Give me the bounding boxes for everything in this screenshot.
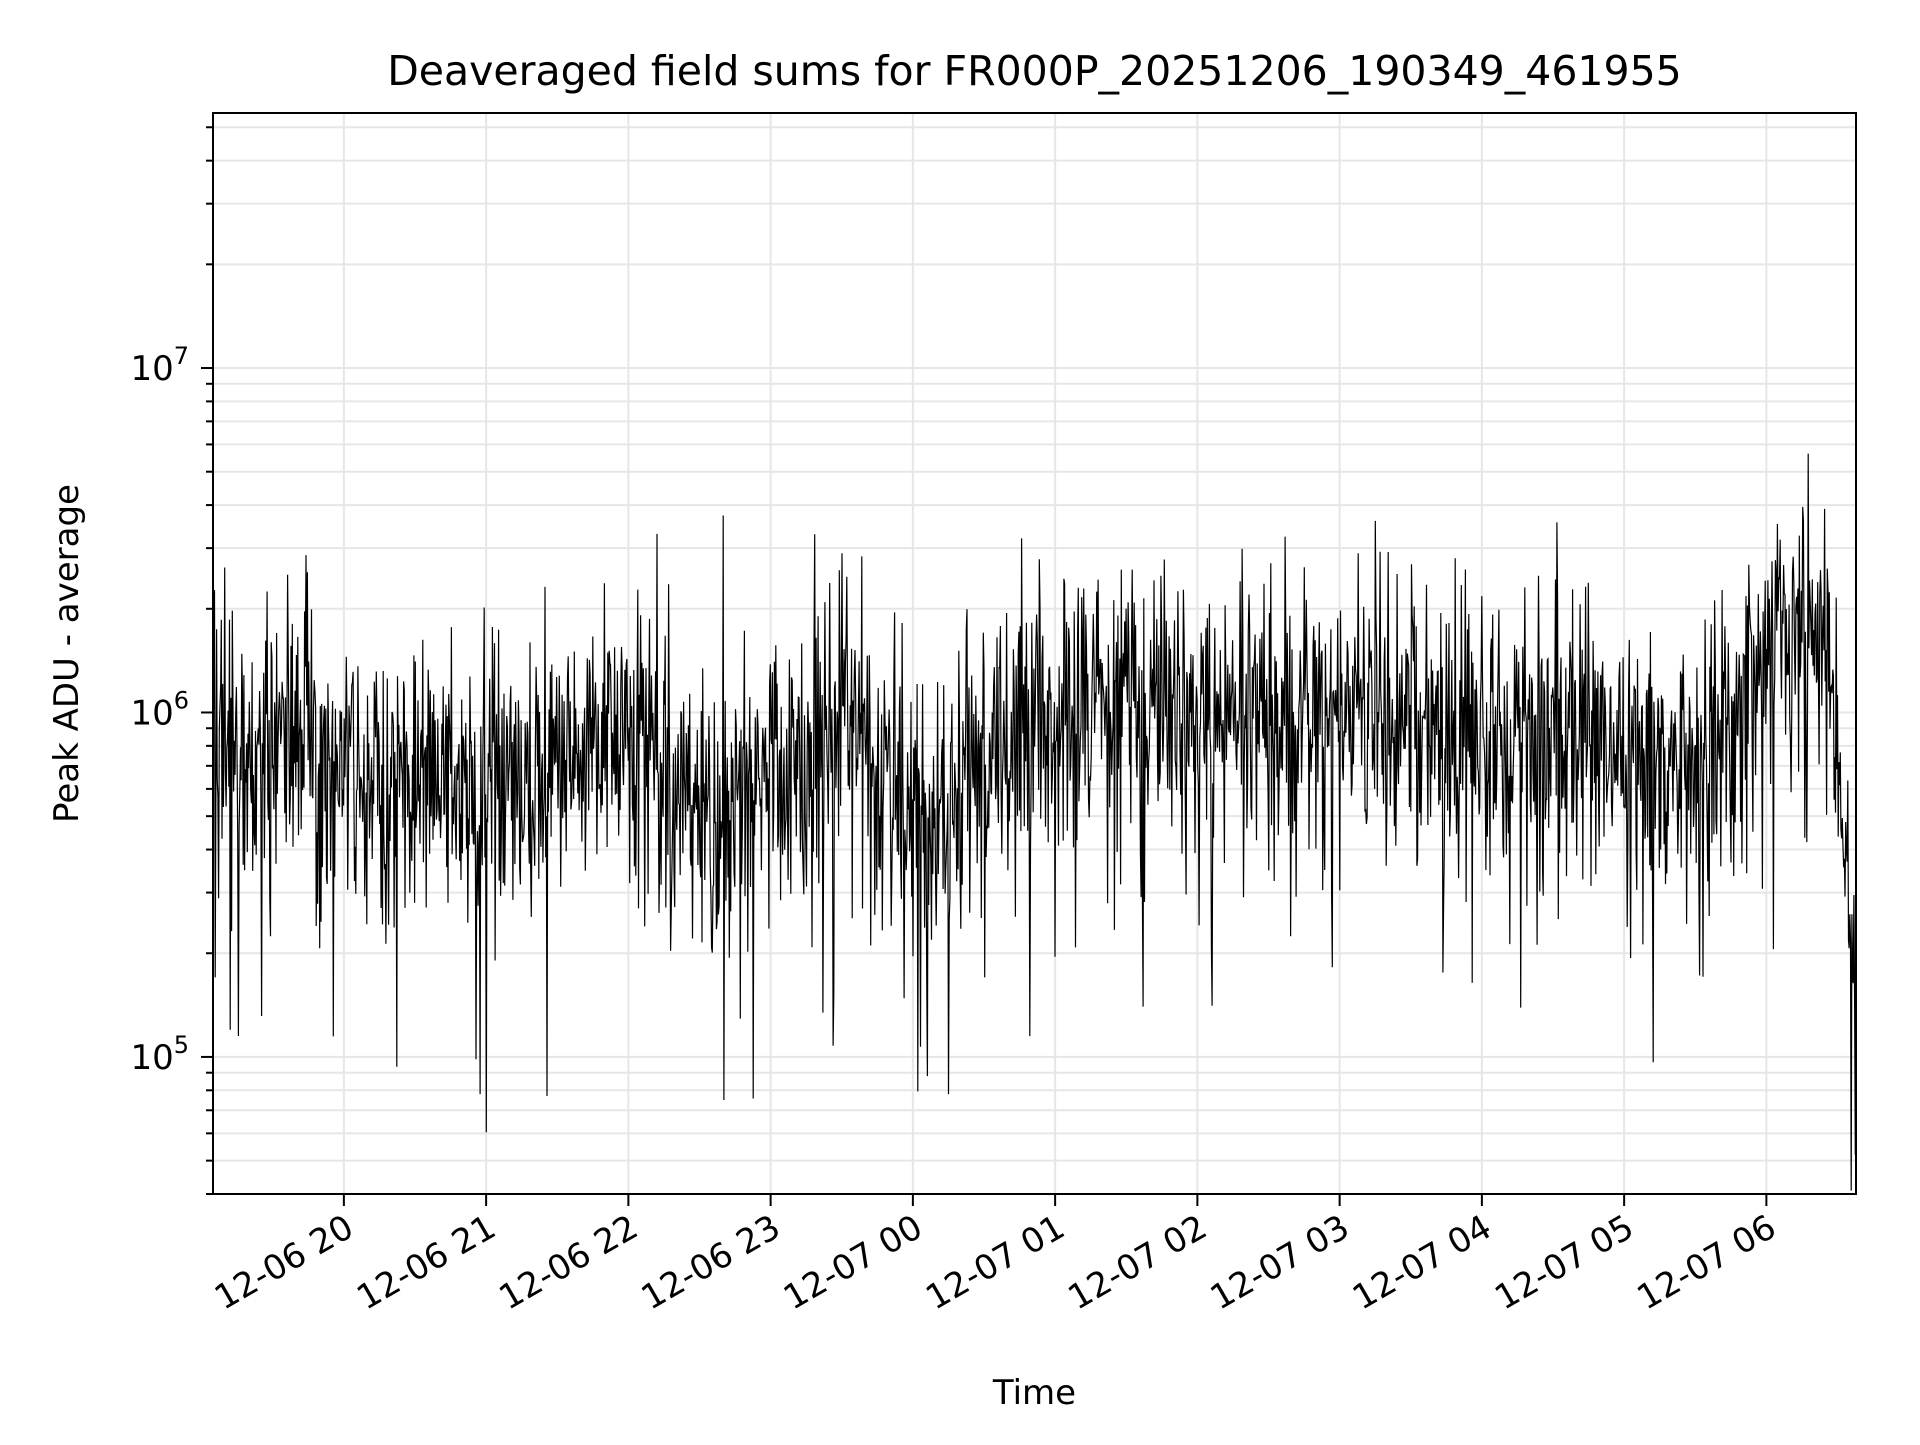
x-tick-label: 12-07 06 bbox=[1630, 1207, 1782, 1318]
y-tick-label: 106 bbox=[130, 686, 189, 733]
x-tick-label: 12-06 23 bbox=[635, 1207, 787, 1318]
y-tick-label-base: 10 bbox=[130, 1038, 173, 1078]
y-tick-label-exponent: 6 bbox=[174, 686, 189, 714]
x-tick-label: 12-06 21 bbox=[350, 1207, 502, 1318]
x-tick-label: 12-07 01 bbox=[919, 1207, 1071, 1318]
y-tick-label-base: 10 bbox=[130, 349, 173, 389]
series-line bbox=[212, 453, 1856, 1191]
y-tick-label-base: 10 bbox=[130, 693, 173, 733]
x-tick-label: 12-07 05 bbox=[1488, 1207, 1640, 1318]
x-tick-label: 12-07 00 bbox=[777, 1207, 929, 1318]
x-axis-label: Time bbox=[992, 1373, 1076, 1413]
y-tick-label: 107 bbox=[130, 342, 189, 389]
y-tick-label-exponent: 5 bbox=[174, 1031, 189, 1059]
y-axis-label: Peak ADU - average bbox=[47, 484, 87, 823]
x-tick-label: 12-07 02 bbox=[1061, 1207, 1213, 1318]
y-tick-label: 105 bbox=[130, 1031, 189, 1078]
x-tick-label: 12-06 22 bbox=[492, 1207, 644, 1318]
x-tick-label: 12-07 03 bbox=[1204, 1207, 1356, 1318]
chart-title: Deaveraged field sums for FR000P_2025120… bbox=[387, 47, 1682, 95]
series-layer bbox=[212, 453, 1856, 1191]
y-tick-label-exponent: 7 bbox=[174, 342, 189, 370]
x-tick-label: 12-06 20 bbox=[208, 1207, 360, 1318]
x-tick-label: 12-07 04 bbox=[1346, 1207, 1498, 1318]
plot-frame bbox=[212, 112, 1857, 1195]
grid bbox=[213, 113, 1856, 1195]
